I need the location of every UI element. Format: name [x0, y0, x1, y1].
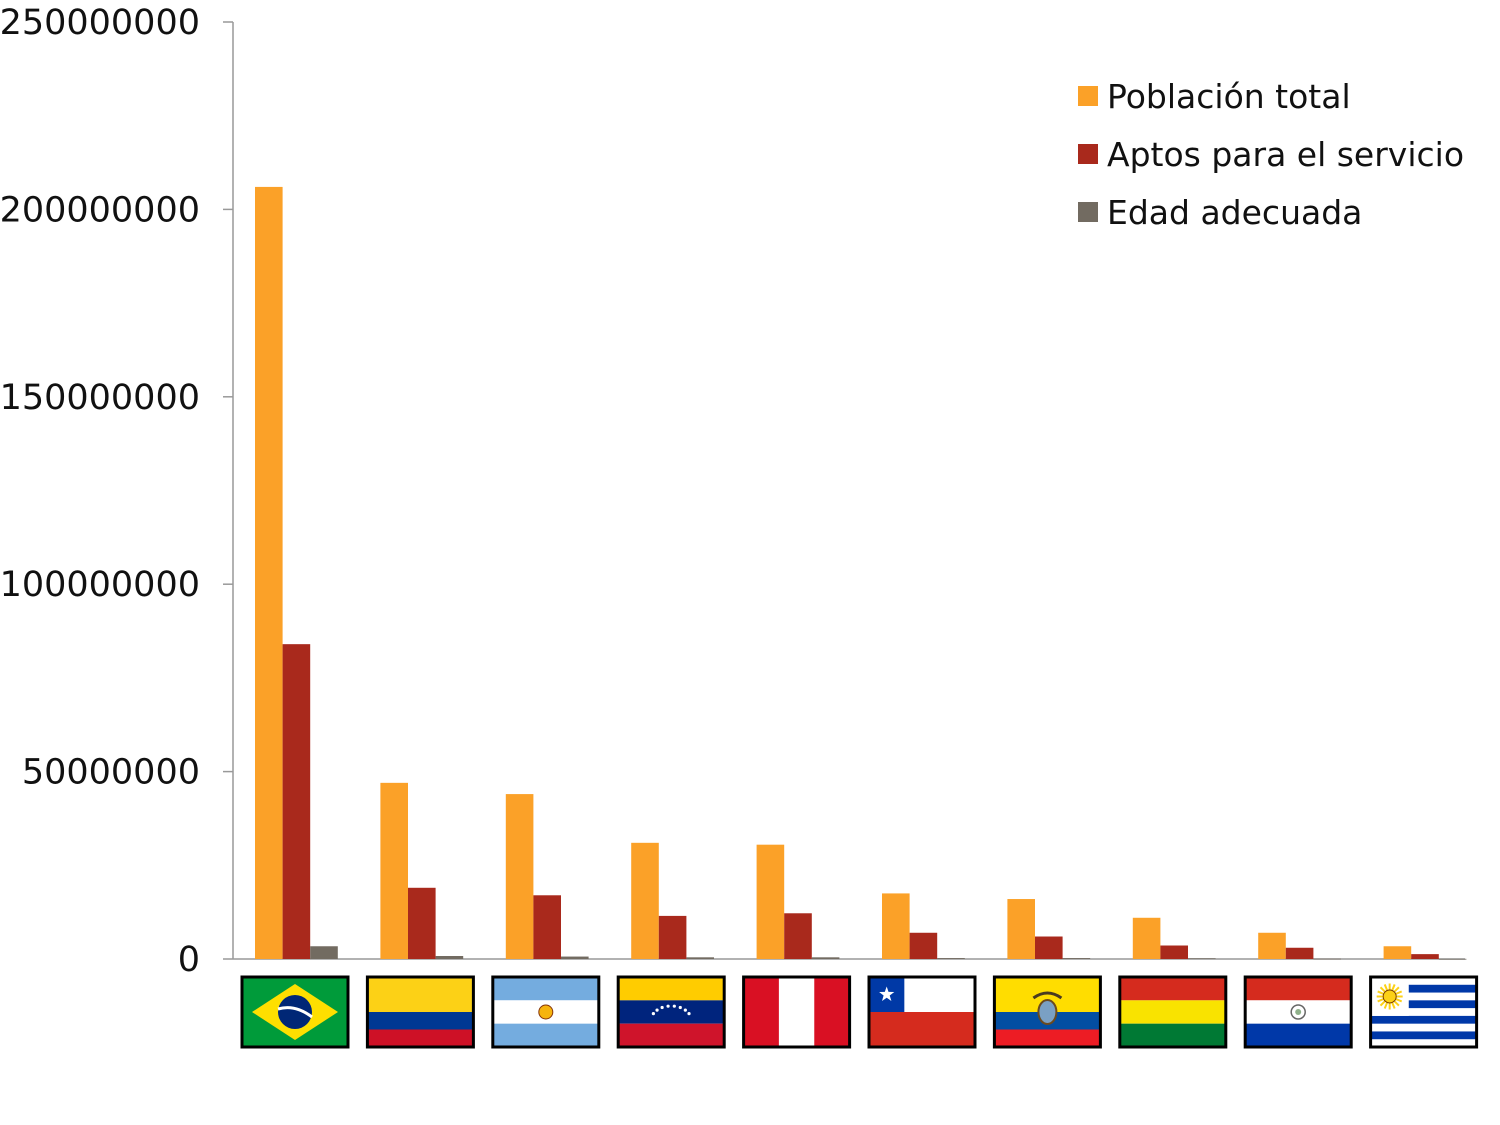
- bar-group-chile: [882, 893, 965, 959]
- legend-label-2: Edad adecuada: [1107, 193, 1362, 232]
- bar-group-peru: [756, 844, 840, 959]
- bar-ecuador-series-1: [1035, 936, 1063, 959]
- bar-peru-series-1: [784, 913, 812, 959]
- bar-colombia-series-0: [380, 782, 408, 959]
- bar-venezuela-series-1: [658, 915, 687, 959]
- bar-chile-series-1: [909, 932, 938, 959]
- bar-colombia-series-2: [435, 956, 464, 959]
- bar-brazil-series-2: [310, 946, 338, 959]
- bar-group-ecuador: [1007, 899, 1091, 959]
- y-axis: 0 50000000 100000000 150000000 200000000 2500…: [0, 3, 1465, 980]
- flag-colombia-icon: [365, 975, 475, 1049]
- flag-chile-icon: [867, 975, 977, 1049]
- bar-bolivia-series-2: [1188, 958, 1216, 960]
- legend-swatch-0: [1078, 86, 1098, 106]
- bar-uruguay-series-0: [1383, 946, 1412, 959]
- bar-chile-series-2: [937, 958, 965, 959]
- bar-bolivia-series-1: [1160, 945, 1188, 959]
- bar-argentina-series-0: [505, 794, 534, 959]
- bar-paraguay-series-2: [1313, 958, 1341, 960]
- bar-chile-series-0: [882, 893, 910, 959]
- bar-brazil-series-0: [255, 186, 283, 960]
- legend-swatch-2: [1078, 202, 1098, 222]
- bar-group-venezuela: [631, 842, 714, 959]
- bar-group-uruguay: [1383, 946, 1467, 960]
- y-tick-label: 150000000: [0, 378, 200, 418]
- bar-group-brazil: [255, 186, 338, 960]
- bar-bolivia-series-0: [1132, 917, 1161, 959]
- bar-paraguay-series-1: [1285, 947, 1314, 959]
- flag-uruguay-icon: [1369, 975, 1479, 1049]
- bar-argentina-series-2: [561, 956, 589, 959]
- legend: Población total Aptos para el servicio Eda…: [1078, 77, 1464, 232]
- bar-uruguay-series-2: [1438, 958, 1467, 960]
- flag-venezuela-icon: [616, 975, 726, 1049]
- bar-argentina-series-1: [533, 895, 561, 959]
- flag-paraguay-icon: [1243, 975, 1353, 1049]
- bars: [255, 186, 1467, 960]
- bar-paraguay-series-0: [1258, 932, 1286, 959]
- category-flags: [240, 975, 1479, 1049]
- bar-brazil-series-1: [282, 644, 311, 959]
- y-tick-label: 200000000: [0, 190, 200, 230]
- y-tick-label: 250000000: [0, 3, 200, 43]
- bar-ecuador-series-2: [1062, 958, 1091, 959]
- bar-peru-series-2: [811, 957, 840, 959]
- bar-colombia-series-1: [408, 887, 436, 959]
- bar-group-argentina: [505, 794, 589, 959]
- flag-peru-icon: [742, 975, 852, 1049]
- flag-bolivia-icon: [1118, 975, 1228, 1049]
- flag-brazil-icon: [240, 975, 350, 1049]
- bar-venezuela-series-0: [631, 842, 659, 959]
- bar-group-paraguay: [1258, 932, 1341, 960]
- legend-label-0: Población total: [1107, 77, 1351, 116]
- flag-ecuador-icon: [992, 975, 1102, 1049]
- y-tick-label: 50000000: [22, 753, 200, 793]
- bar-uruguay-series-1: [1411, 954, 1439, 959]
- bar-peru-series-0: [756, 844, 785, 959]
- bar-group-colombia: [380, 782, 464, 959]
- legend-swatch-1: [1078, 144, 1098, 164]
- bar-venezuela-series-2: [686, 957, 714, 959]
- legend-label-1: Aptos para el servicio: [1107, 135, 1464, 174]
- bar-group-bolivia: [1132, 917, 1216, 960]
- y-tick-label: 0: [178, 940, 200, 980]
- y-tick-label: 100000000: [0, 565, 200, 605]
- bar-ecuador-series-0: [1007, 899, 1035, 959]
- flag-argentina-icon: [491, 975, 601, 1049]
